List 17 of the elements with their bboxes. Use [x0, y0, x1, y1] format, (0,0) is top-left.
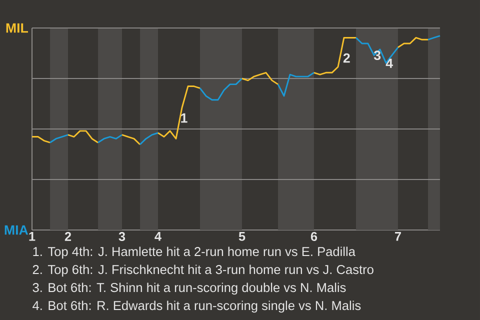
x-tick-label: 6 [310, 232, 318, 241]
x-tick-label: 7 [395, 232, 401, 241]
text: 1. Top 4th: J. Hamlette hit a 2-run home run vs E. Padilla [33, 246, 356, 259]
x-tick-label: 1 [29, 232, 36, 241]
text: 4. Bot 6th: R. Edwards hit a run-scoring single vs N. Malis [32, 300, 361, 313]
x-tick-label: 5 [238, 232, 246, 241]
text: MIA [4, 225, 28, 235]
x-tick-label: 2 [64, 232, 72, 241]
annotation: 1 [181, 113, 188, 123]
text: 3. Bot 6th: T. Shinn hit a run-scoring double vs N. Malis [32, 282, 346, 295]
annotation: 4 [386, 58, 393, 68]
text: 2. Top 6th: J. Frischknecht hit a 3-run home run vs J. Castro [32, 264, 374, 277]
annotation: 2 [343, 53, 350, 63]
text: MIL [6, 23, 28, 33]
annotation: 3 [374, 50, 381, 60]
x-tick-label: 3 [118, 232, 126, 242]
x-tick-label: 4 [154, 232, 162, 241]
